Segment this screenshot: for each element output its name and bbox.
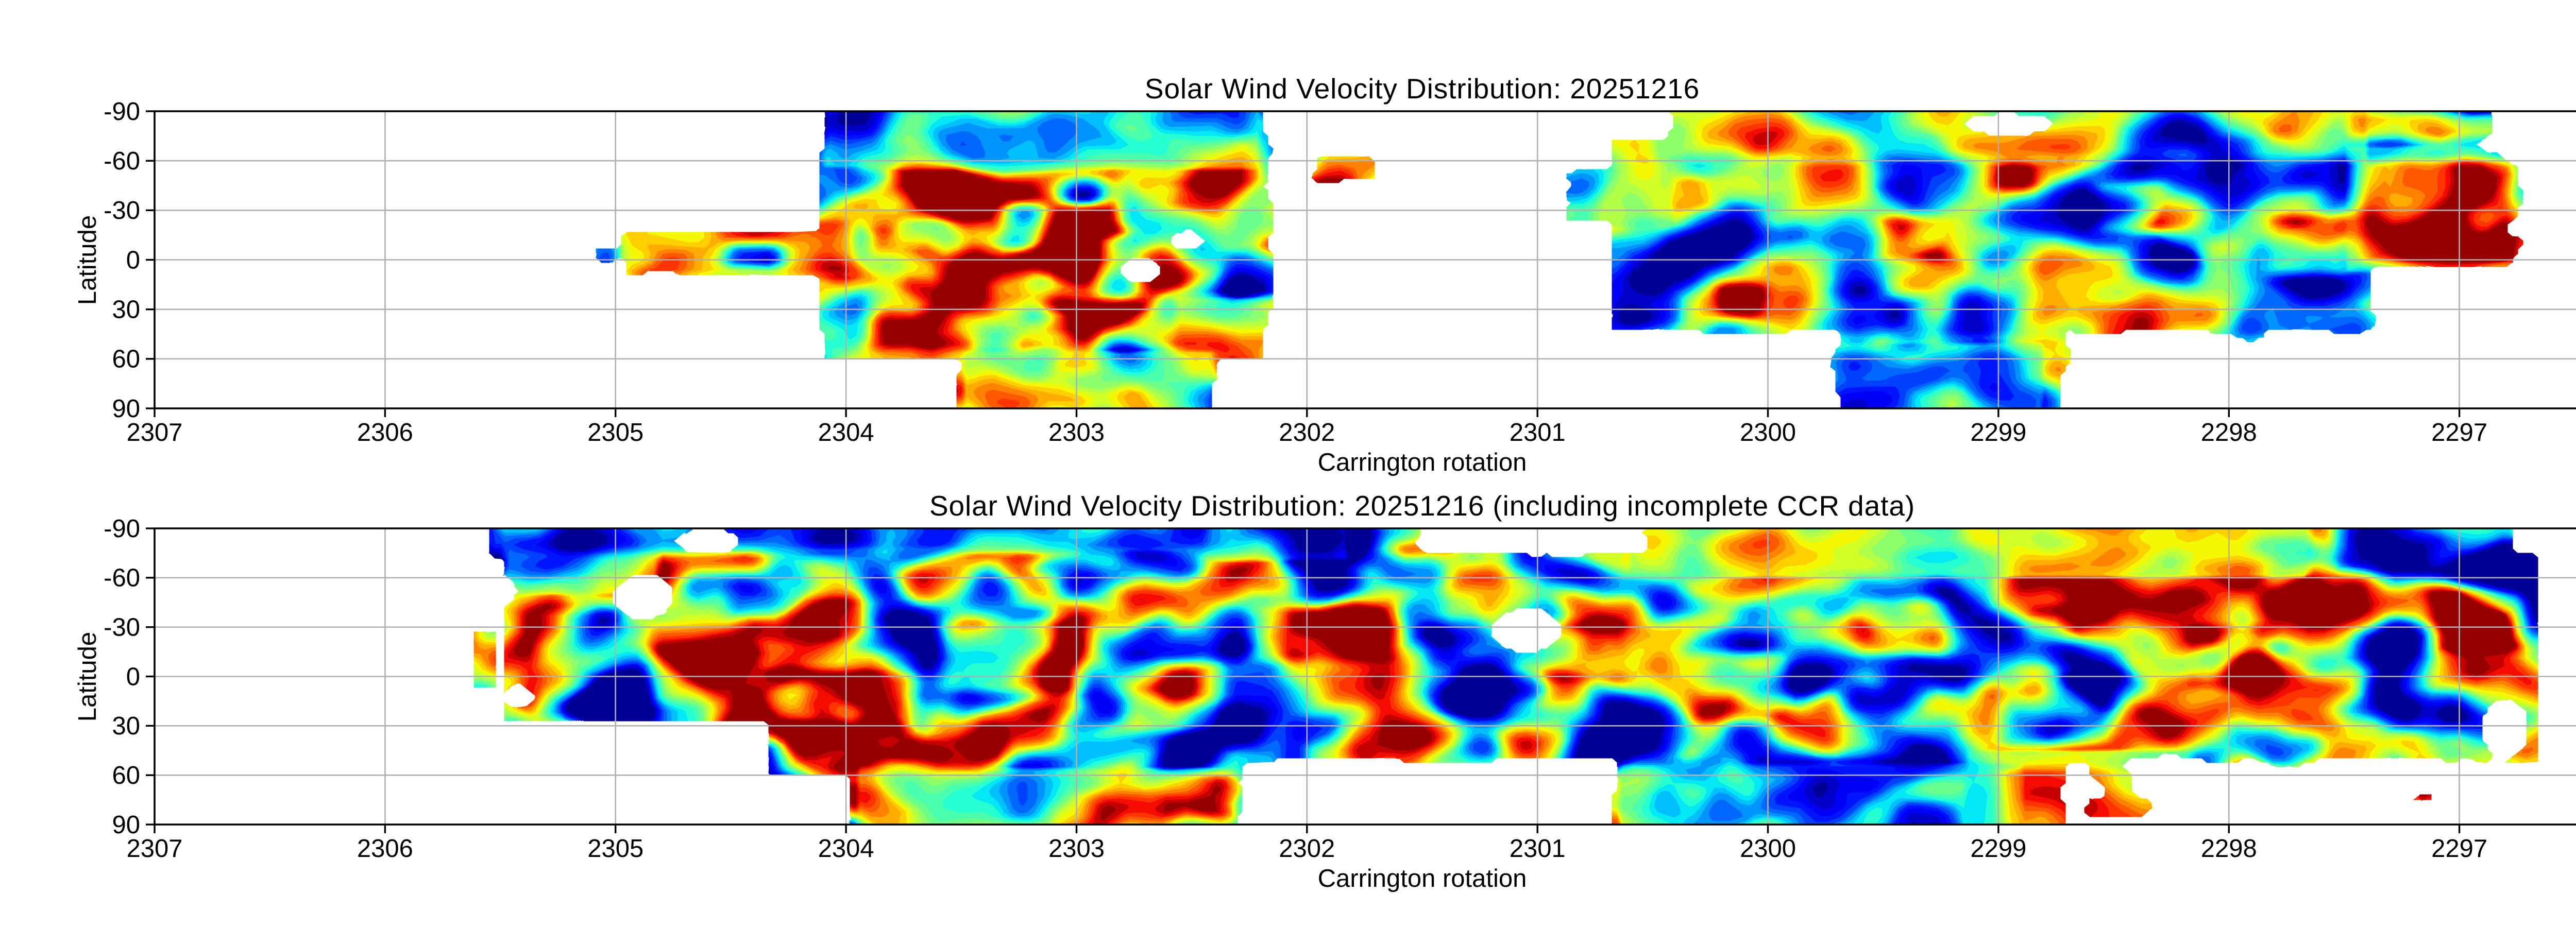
svg-text:Solar Wind Velocity Distributi: Solar Wind Velocity Distribution: 202512…: [1145, 73, 1700, 105]
svg-text:2302: 2302: [1279, 419, 1335, 447]
svg-text:-90: -90: [104, 98, 140, 126]
svg-text:2304: 2304: [818, 835, 874, 863]
svg-text:90: 90: [112, 395, 140, 423]
svg-text:2302: 2302: [1279, 835, 1335, 863]
svg-text:30: 30: [112, 296, 140, 324]
svg-text:-60: -60: [104, 147, 140, 175]
svg-text:0: 0: [126, 246, 140, 274]
svg-text:2301: 2301: [1510, 835, 1566, 863]
svg-text:Latitude: Latitude: [74, 632, 101, 722]
svg-text:Latitude: Latitude: [74, 215, 101, 305]
svg-text:2299: 2299: [1970, 419, 2026, 447]
svg-text:2297: 2297: [2431, 419, 2487, 447]
svg-text:2307: 2307: [126, 835, 182, 863]
svg-text:30: 30: [112, 712, 140, 740]
svg-text:2299: 2299: [1970, 835, 2026, 863]
svg-text:2306: 2306: [357, 835, 413, 863]
svg-text:-60: -60: [104, 564, 140, 592]
svg-text:2298: 2298: [2201, 419, 2257, 447]
svg-text:Solar Wind Velocity Distributi: Solar Wind Velocity Distribution: 202512…: [929, 490, 1915, 522]
svg-text:0: 0: [126, 663, 140, 691]
svg-text:2303: 2303: [1048, 419, 1105, 447]
svg-text:2307: 2307: [126, 419, 182, 447]
svg-text:2305: 2305: [587, 835, 643, 863]
svg-text:-30: -30: [104, 614, 140, 642]
svg-text:2298: 2298: [2201, 835, 2257, 863]
svg-text:2305: 2305: [587, 419, 643, 447]
svg-text:60: 60: [112, 762, 140, 789]
svg-text:-90: -90: [104, 515, 140, 543]
svg-text:-30: -30: [104, 197, 140, 225]
svg-text:60: 60: [112, 346, 140, 373]
svg-text:Carrington rotation: Carrington rotation: [1318, 449, 1527, 476]
svg-text:2300: 2300: [1740, 835, 1796, 863]
svg-text:2303: 2303: [1048, 835, 1105, 863]
svg-text:2301: 2301: [1510, 419, 1566, 447]
svg-text:Carrington rotation: Carrington rotation: [1318, 865, 1527, 892]
svg-text:2300: 2300: [1740, 419, 1796, 447]
svg-text:2297: 2297: [2431, 835, 2487, 863]
svg-text:90: 90: [112, 811, 140, 839]
svg-text:2306: 2306: [357, 419, 413, 447]
svg-text:2304: 2304: [818, 419, 874, 447]
